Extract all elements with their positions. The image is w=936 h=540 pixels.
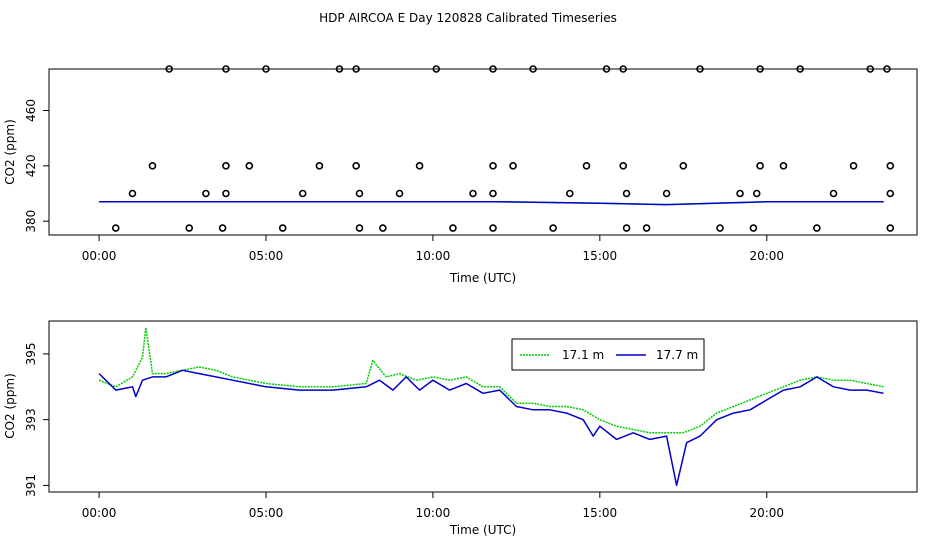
- scatter-point: [449, 224, 457, 232]
- bottom-y-tick-label: 393: [24, 408, 38, 431]
- scatter-point: [222, 189, 230, 198]
- legend-label-17-7m: 17.7 m: [656, 348, 698, 362]
- scatter-point: [849, 162, 858, 170]
- scatter-point: [185, 224, 194, 232]
- top-x-tick-label: 20:00: [749, 249, 784, 263]
- scatter-point: [222, 65, 230, 73]
- scatter-point: [489, 162, 497, 170]
- top-plot-frame: [48, 68, 918, 236]
- bottom-series-17-7-m: [98, 369, 884, 487]
- bottom-series-17-1-m: [98, 326, 884, 434]
- top-series: [99, 201, 884, 206]
- scatter-point: [262, 65, 270, 73]
- bottom-x-tick-label: 15:00: [583, 506, 618, 520]
- scatter-point: [886, 162, 895, 170]
- scatter-point: [298, 189, 307, 198]
- legend-box: [511, 338, 705, 371]
- scatter-point: [278, 224, 287, 232]
- top-x-tick-label: 00:00: [82, 249, 117, 263]
- scatter-point: [565, 189, 574, 198]
- scatter-point: [619, 65, 628, 73]
- bottom-y-tick-label: 395: [24, 342, 38, 365]
- scatter-point: [813, 224, 821, 232]
- top-x-tick-label: 15:00: [583, 249, 618, 263]
- scatter-point: [352, 65, 360, 73]
- legend: 17.1 m 17.7 m: [511, 338, 705, 371]
- scatter-point: [642, 224, 651, 232]
- scatter-point: [315, 162, 324, 170]
- bottom-series: [98, 326, 884, 487]
- scatter-point: [489, 224, 497, 232]
- scatter-point: [622, 224, 631, 232]
- scatter-point: [218, 224, 227, 232]
- scatter-point: [395, 189, 404, 198]
- bottom-x-axis-label: Time (UTC): [449, 523, 516, 537]
- top-y-axis-label: CO2 (ppm): [3, 119, 17, 185]
- scatter-point: [756, 65, 764, 73]
- scatter-point: [883, 65, 891, 73]
- scatter-point: [355, 189, 364, 198]
- scatter-point: [749, 224, 758, 232]
- scatter-point: [886, 224, 895, 232]
- scatter-point: [696, 65, 704, 73]
- scatter-point: [829, 189, 838, 198]
- chart-title: HDP AIRCOA E Day 120828 Calibrated Times…: [319, 11, 617, 25]
- scatter-point: [886, 189, 895, 198]
- bottom-y-axis-label: CO2 (ppm): [3, 373, 17, 439]
- top-x-tick-label: 10:00: [416, 249, 451, 263]
- scatter-point: [736, 189, 744, 198]
- scatter-point: [111, 224, 120, 232]
- top-scatter-points: [111, 65, 895, 232]
- bottom-y-tick-label: 391: [24, 474, 38, 497]
- scatter-point: [622, 189, 631, 198]
- scatter-point: [222, 162, 230, 170]
- scatter-point: [335, 65, 344, 73]
- scatter-point: [796, 65, 804, 73]
- scatter-point: [128, 189, 137, 198]
- top-x-tick-label: 05:00: [249, 249, 284, 263]
- scatter-point: [202, 189, 210, 198]
- scatter-point: [679, 162, 688, 170]
- top-axes: 00:00 05:00 10:00 15:00 20:00 380 420 460: [24, 99, 784, 263]
- scatter-point: [352, 162, 360, 170]
- top-panel: 00:00 05:00 10:00 15:00 20:00 380 420 460 Time …: [3, 65, 918, 285]
- scatter-point: [549, 224, 557, 232]
- bottom-x-tick-label: 00:00: [82, 506, 117, 520]
- scatter-point: [379, 224, 387, 232]
- scatter-point: [509, 162, 517, 170]
- scatter-point: [245, 162, 254, 170]
- scatter-point: [866, 65, 875, 73]
- scatter-point: [489, 189, 497, 198]
- scatter-point: [529, 65, 537, 73]
- scatter-point: [756, 162, 764, 170]
- scatter-point: [489, 65, 497, 73]
- scatter-point: [662, 189, 671, 198]
- scatter-point: [415, 162, 424, 170]
- scatter-point: [355, 224, 364, 232]
- top-y-tick-label: 380: [24, 210, 38, 233]
- scatter-point: [432, 65, 441, 73]
- bottom-x-tick-label: 05:00: [249, 506, 284, 520]
- scatter-point: [619, 162, 628, 170]
- bottom-x-tick-label: 20:00: [749, 506, 784, 520]
- scatter-point: [752, 189, 761, 198]
- bottom-panel: 00:00 05:00 10:00 15:00 20:00 391 393 395 Time …: [3, 320, 918, 537]
- scatter-point: [165, 65, 173, 73]
- top-y-tick-label: 460: [24, 99, 38, 122]
- scatter-point: [582, 162, 591, 170]
- bottom-axes: 00:00 05:00 10:00 15:00 20:00 391 393 395: [24, 342, 784, 520]
- scatter-point: [148, 162, 157, 170]
- top-y-tick-label: 420: [24, 154, 38, 177]
- top-x-axis-label: Time (UTC): [449, 271, 516, 285]
- top-series-blue: [99, 201, 884, 206]
- legend-label-17-1m: 17.1 m: [562, 348, 604, 362]
- scatter-point: [469, 189, 477, 198]
- scatter-point: [716, 224, 724, 232]
- bottom-plot-frame: [48, 320, 918, 493]
- bottom-x-tick-label: 10:00: [416, 506, 451, 520]
- scatter-point: [779, 162, 788, 170]
- scatter-point: [602, 65, 611, 73]
